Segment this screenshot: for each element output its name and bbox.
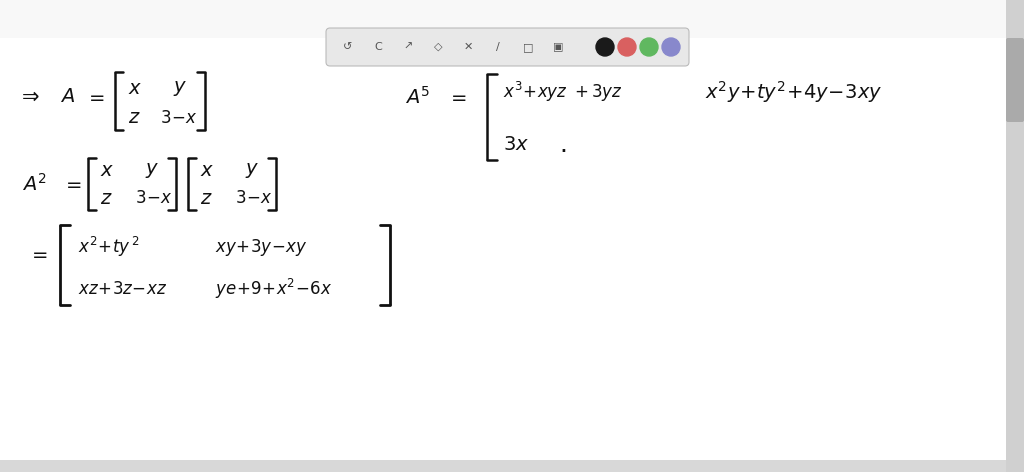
Text: $ye\!+\!9\!+\!x^2\!-\!6x$: $ye\!+\!9\!+\!x^2\!-\!6x$ [215, 277, 332, 301]
Text: $A^5$: $A^5$ [406, 86, 430, 108]
Text: $x$: $x$ [128, 79, 142, 99]
FancyBboxPatch shape [0, 38, 1006, 472]
Text: $x$: $x$ [100, 161, 115, 180]
Text: $.$: $.$ [559, 133, 566, 157]
Text: C: C [374, 42, 382, 52]
Text: $3x$: $3x$ [503, 135, 529, 154]
Text: $xy\!+\!3y\!-\!xy$: $xy\!+\!3y\!-\!xy$ [215, 236, 307, 258]
FancyBboxPatch shape [1006, 0, 1024, 472]
Text: $y$: $y$ [145, 161, 160, 180]
Text: $=$: $=$ [85, 87, 105, 107]
Text: ↺: ↺ [343, 42, 352, 52]
Text: ↗: ↗ [403, 42, 413, 52]
Text: $3\!-\!x$: $3\!-\!x$ [135, 189, 173, 207]
Text: $z$: $z$ [128, 109, 140, 127]
Circle shape [596, 38, 614, 56]
Text: ▣: ▣ [553, 42, 563, 52]
Text: $A^2$: $A^2$ [22, 173, 47, 195]
Text: □: □ [522, 42, 534, 52]
Circle shape [662, 38, 680, 56]
Text: $x^2\!+\!ty^{\,2}$: $x^2\!+\!ty^{\,2}$ [78, 235, 139, 259]
FancyBboxPatch shape [326, 28, 689, 66]
Text: $y$: $y$ [245, 161, 259, 180]
Text: $x^2y\!+\!ty^2\!+\!4y\!-\!3xy$: $x^2y\!+\!ty^2\!+\!4y\!-\!3xy$ [705, 79, 883, 105]
Text: $3\!-\!x$: $3\!-\!x$ [234, 189, 272, 207]
Text: ✕: ✕ [463, 42, 473, 52]
FancyBboxPatch shape [1006, 38, 1024, 122]
FancyBboxPatch shape [0, 460, 1006, 472]
Text: $A$: $A$ [60, 87, 75, 107]
Text: $=$: $=$ [62, 175, 82, 194]
Text: ⇒: ⇒ [22, 87, 40, 107]
Text: $x^3\!+\! xyz\ +3yz$: $x^3\!+\! xyz\ +3yz$ [503, 80, 623, 104]
Text: $z$: $z$ [100, 188, 113, 208]
Text: $=$: $=$ [28, 244, 48, 263]
Circle shape [618, 38, 636, 56]
Text: $x$: $x$ [200, 161, 214, 180]
Text: $y$: $y$ [173, 79, 187, 99]
Text: $xz\!+\!3z\!-\!xz$: $xz\!+\!3z\!-\!xz$ [78, 280, 167, 298]
Text: ◇: ◇ [434, 42, 442, 52]
Text: $z$: $z$ [200, 188, 213, 208]
Circle shape [640, 38, 658, 56]
Text: /: / [496, 42, 500, 52]
Text: $=$: $=$ [447, 87, 467, 107]
Text: $3\!-\!x$: $3\!-\!x$ [160, 109, 198, 127]
